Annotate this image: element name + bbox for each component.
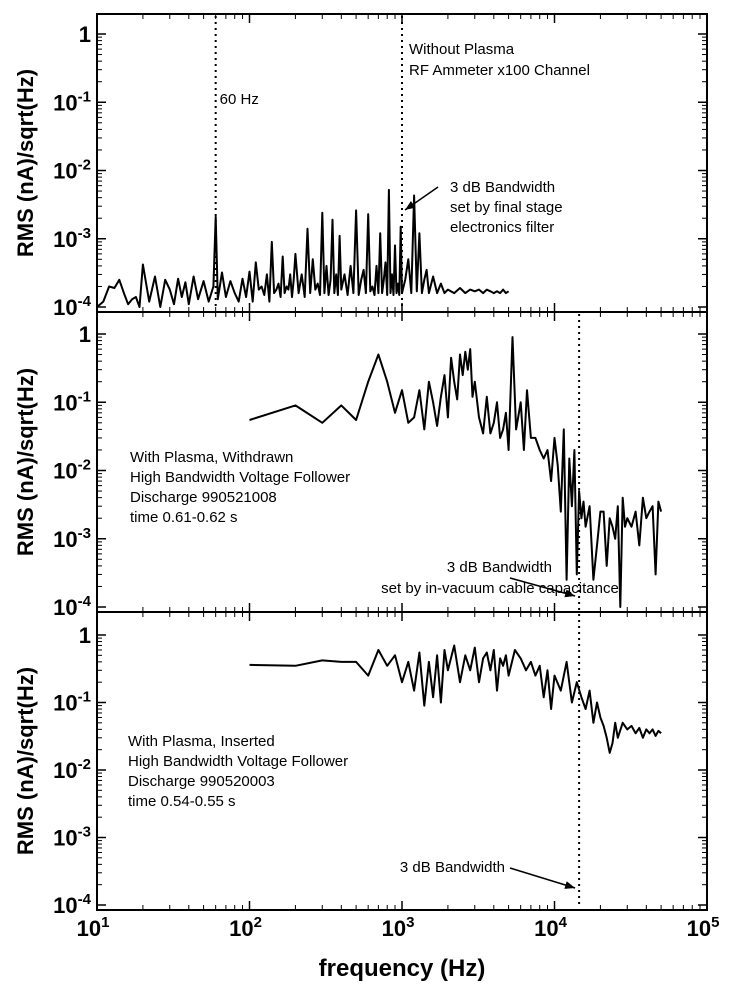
y-tick-label: 1 <box>79 22 91 47</box>
bandwidth-arrow <box>404 186 439 211</box>
bandwidth-arrow-head <box>405 201 416 210</box>
annotation-bandwidth-line1: 3 dB Bandwidth <box>447 559 552 576</box>
y-tick-label: 1 <box>79 623 91 648</box>
annotation-text-line2: High Bandwidth Voltage Follower <box>128 753 348 770</box>
bandwidth-arrow-head <box>564 589 576 598</box>
annotation-text-line2: High Bandwidth Voltage Follower <box>130 469 350 486</box>
x-tick-label: 101 <box>77 914 110 941</box>
bandwidth-arrow <box>509 867 576 889</box>
x-tick-label: 104 <box>534 914 567 941</box>
spectrum-line <box>96 188 510 308</box>
y-tick-label: 1 <box>79 322 91 347</box>
y-tick-label: 10-4 <box>53 891 91 918</box>
y-tick-label: 10-1 <box>53 388 91 415</box>
x-tick-label: 105 <box>687 914 720 941</box>
annotation-text-line1: With Plasma, Inserted <box>128 733 275 750</box>
chart-panels: 1 10-1 10-2 10-3 10-4 RMS (nA)/sqrt(Hz) 60 Hz W… <box>13 13 720 941</box>
y-tick-label: 10-3 <box>53 225 91 252</box>
y-tick-label: 10-1 <box>53 88 91 115</box>
spectrum-line <box>249 336 663 608</box>
y-axis-label: RMS (nA)/sqrt(Hz) <box>13 69 38 257</box>
y-axis-label: RMS (nA)/sqrt(Hz) <box>13 667 38 855</box>
annotation-bandwidth-line1: 3 dB Bandwidth <box>450 179 555 196</box>
y-tick-label: 10-4 <box>53 593 91 620</box>
y-tick-label: 10-4 <box>53 293 91 320</box>
annotation-title-line2: RF Ammeter x100 Channel <box>409 62 590 79</box>
panel-3: 1 10-1 10-2 10-3 10-4 RMS (nA)/sqrt(Hz) With P… <box>13 611 708 918</box>
annotation-bandwidth-line2: set by in-vacuum cable capacitance <box>381 580 619 597</box>
bandwidth-arrow-head <box>564 881 576 889</box>
x-tick-label: 102 <box>229 914 262 941</box>
panel-2: 1 10-1 10-2 10-3 10-4 RMS (nA)/sqrt(Hz) With P… <box>13 311 708 620</box>
y-axis-label: RMS (nA)/sqrt(Hz) <box>13 368 38 556</box>
annotation-bandwidth-line3: electronics filter <box>450 219 554 236</box>
bandwidth-arrow-shaft <box>509 577 576 597</box>
y-tick-label: 10-2 <box>53 457 91 484</box>
x-tick-labels: 101 102 103 104 105 <box>77 914 720 941</box>
annotation-text-line3: Discharge 990520003 <box>128 773 275 790</box>
y-tick-label: 10-2 <box>53 157 91 184</box>
annotation-text-line4: time 0.61-0.62 s <box>130 509 238 526</box>
annotation-text-line3: Discharge 990521008 <box>130 489 277 506</box>
annotation-text-line1: With Plasma, Withdrawn <box>130 449 293 466</box>
annotation-text-line4: time 0.54-0.55 s <box>128 793 236 810</box>
y-tick-label: 10-2 <box>53 756 91 783</box>
bandwidth-arrow-shaft <box>509 867 576 889</box>
bandwidth-arrow <box>509 577 576 598</box>
annotation-title-line1: Without Plasma <box>409 41 515 58</box>
annotation-60hz: 60 Hz <box>220 91 259 108</box>
y-tick-label: 10-1 <box>53 689 91 716</box>
x-axis-label: frequency (Hz) <box>319 955 486 982</box>
annotation-bandwidth-line2: set by final stage <box>450 199 563 216</box>
panel-1: 1 10-1 10-2 10-3 10-4 RMS (nA)/sqrt(Hz) 60 Hz W… <box>13 13 708 320</box>
spectrum-line <box>249 644 662 754</box>
y-tick-label: 10-3 <box>53 824 91 851</box>
y-tick-label: 10-3 <box>53 525 91 552</box>
annotation-bandwidth-line1: 3 dB Bandwidth <box>400 859 505 876</box>
x-tick-label: 103 <box>382 914 415 941</box>
